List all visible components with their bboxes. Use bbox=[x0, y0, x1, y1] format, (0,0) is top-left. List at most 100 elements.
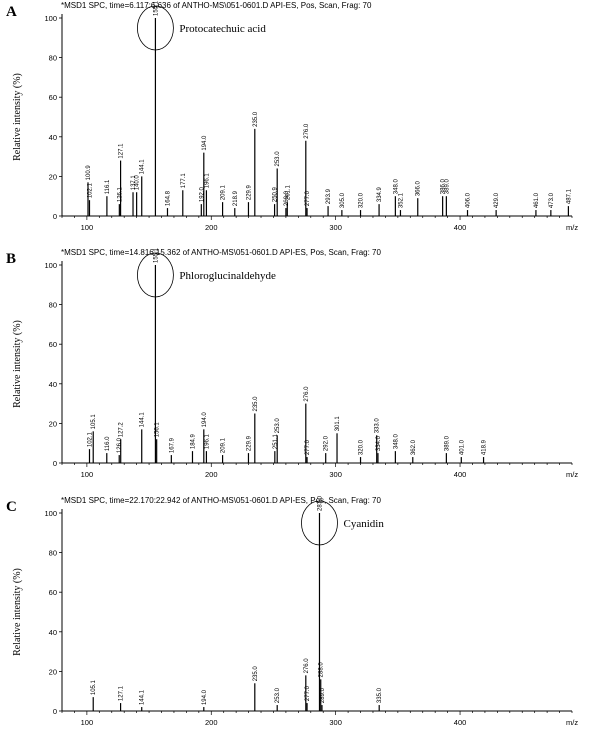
x-tick-label: 200 bbox=[205, 470, 218, 479]
peak-label: 251.1 bbox=[273, 433, 279, 449]
peak-label: 164.8 bbox=[165, 190, 171, 206]
annotation-ellipse bbox=[301, 500, 338, 546]
y-tick-label: 100 bbox=[44, 509, 57, 518]
peak-label: 102.1 bbox=[87, 431, 93, 447]
peak-label: 100.9 bbox=[86, 165, 92, 181]
x-axis-label: m/z bbox=[566, 718, 578, 727]
peak-label: 184.9 bbox=[190, 433, 196, 449]
peak-label: 277.0 bbox=[305, 439, 311, 455]
peak-label: 194.0 bbox=[202, 412, 208, 428]
peak-label: 155.1 bbox=[153, 247, 159, 263]
spectrum-header: *MSD1 SPC, time=22.170:22.942 of ANTHO-M… bbox=[61, 496, 381, 505]
peak-label: 261.1 bbox=[285, 184, 291, 200]
peak-label: 406.0 bbox=[466, 192, 472, 208]
peak-label: 276.0 bbox=[304, 123, 310, 139]
peak-label: 155.1 bbox=[153, 0, 159, 16]
peak-label: 389.0 bbox=[444, 435, 450, 451]
y-tick-label: 80 bbox=[49, 549, 57, 558]
peak-label: 293.9 bbox=[326, 188, 332, 204]
peak-label: 196.1 bbox=[204, 433, 210, 449]
x-tick-label: 100 bbox=[81, 223, 94, 232]
peak-label: 144.1 bbox=[140, 412, 146, 428]
peak-label: 194.0 bbox=[202, 135, 208, 151]
y-tick-label: 20 bbox=[49, 172, 57, 181]
y-axis-label: Relative intensity (%) bbox=[12, 320, 23, 408]
y-tick-label: 100 bbox=[44, 14, 57, 23]
spectrum-header: *MSD1 SPC, time=6.117:6.636 of ANTHO-MS\… bbox=[61, 1, 372, 10]
peak-label: 177.1 bbox=[181, 173, 187, 189]
peak-label: 127.1 bbox=[119, 685, 125, 701]
peak-label: 320.0 bbox=[359, 439, 365, 455]
peak-label: 116.1 bbox=[105, 179, 111, 194]
peak-label: 127.1 bbox=[119, 143, 125, 159]
peak-label: 194.0 bbox=[202, 689, 208, 705]
peak-label: 102.1 bbox=[87, 182, 93, 198]
peak-label: 348.0 bbox=[393, 433, 399, 449]
peak-label: 229.9 bbox=[246, 184, 252, 200]
peak-label: 253.0 bbox=[275, 418, 281, 434]
peak-label: 305.0 bbox=[340, 192, 346, 208]
y-tick-label: 0 bbox=[53, 459, 57, 468]
x-axis-label: m/z bbox=[566, 223, 578, 232]
peak-label: 348.0 bbox=[393, 179, 399, 195]
peak-label: 218.9 bbox=[233, 190, 239, 206]
y-tick-label: 40 bbox=[49, 133, 57, 142]
peak-label: 277.0 bbox=[305, 190, 311, 206]
peak-label: 144.1 bbox=[140, 159, 146, 175]
peak-label: 137.1 bbox=[131, 175, 137, 191]
spectrum-header: *MSD1 SPC, time=14.816:15.362 of ANTHO-M… bbox=[61, 248, 381, 257]
peak-label: 235.0 bbox=[253, 111, 259, 127]
x-tick-label: 200 bbox=[205, 223, 218, 232]
peak-label: 235.0 bbox=[253, 396, 259, 412]
peak-label: 487.1 bbox=[566, 188, 572, 204]
peak-label: 276.0 bbox=[304, 658, 310, 674]
spectrum-chart: 0 20 40 60 80 100 100 200 300 400 m/z Relative inte… bbox=[12, 495, 578, 727]
peak-label: 229.9 bbox=[246, 435, 252, 451]
peak-label: 401.0 bbox=[459, 439, 465, 455]
peak-label: 366.0 bbox=[416, 181, 422, 197]
y-tick-label: 60 bbox=[49, 588, 57, 597]
y-tick-label: 40 bbox=[49, 380, 57, 389]
peak-label: 389.0 bbox=[444, 179, 450, 195]
y-tick-label: 80 bbox=[49, 301, 57, 310]
spectrum-panel-a: A *MSD1 SPC, time=6.117:6.636 of ANTHO-M… bbox=[0, 0, 592, 247]
panel-letter: B bbox=[6, 251, 17, 267]
peak-label: 288.0 bbox=[319, 662, 325, 678]
peak-label: 289.0 bbox=[320, 687, 326, 703]
peak-label: 250.9 bbox=[273, 186, 279, 202]
peak-label: 362.0 bbox=[411, 439, 417, 455]
peak-label: 292.0 bbox=[324, 435, 330, 451]
x-tick-label: 400 bbox=[454, 470, 467, 479]
spectrum-panel-c: C *MSD1 SPC, time=22.170:22.942 of ANTHO… bbox=[0, 495, 592, 742]
x-tick-label: 200 bbox=[205, 718, 218, 727]
peak-label: 196.1 bbox=[204, 173, 210, 189]
spectrum-chart: 0 20 40 60 80 100 100 200 300 400 m/z Relative inte… bbox=[12, 247, 578, 479]
peak-label: 144.1 bbox=[140, 689, 146, 705]
peak-label: 301.1 bbox=[335, 416, 341, 432]
annotation-label: Cyanidin bbox=[343, 518, 384, 530]
peak-label: 287.0 bbox=[317, 495, 323, 511]
peak-label: 209.1 bbox=[221, 437, 227, 453]
annotation-label: Phloroglucinaldehyde bbox=[179, 270, 276, 282]
x-tick-label: 300 bbox=[329, 718, 342, 727]
spectrum-panel-b: B *MSD1 SPC, time=14.816:15.362 of ANTHO… bbox=[0, 247, 592, 495]
y-axis-label: Relative intensity (%) bbox=[12, 73, 23, 161]
peak-label: 209.1 bbox=[221, 184, 227, 200]
peak-label: 320.0 bbox=[359, 192, 365, 208]
peak-label: 335.0 bbox=[377, 687, 383, 703]
peak-label: 333.0 bbox=[375, 418, 381, 434]
y-tick-label: 40 bbox=[49, 628, 57, 637]
x-tick-label: 100 bbox=[81, 718, 94, 727]
y-tick-label: 60 bbox=[49, 340, 57, 349]
peak-label: 473.0 bbox=[549, 192, 555, 208]
x-tick-label: 300 bbox=[329, 223, 342, 232]
peak-label: 429.0 bbox=[494, 192, 500, 208]
y-tick-label: 60 bbox=[49, 93, 57, 102]
x-tick-label: 400 bbox=[454, 718, 467, 727]
y-tick-label: 20 bbox=[49, 667, 57, 676]
peak-label: 276.0 bbox=[304, 386, 310, 402]
panel-letter: A bbox=[6, 4, 17, 20]
y-axis-label: Relative intensity (%) bbox=[12, 568, 23, 656]
x-axis-label: m/z bbox=[566, 470, 578, 479]
peak-label: 235.0 bbox=[253, 666, 259, 682]
